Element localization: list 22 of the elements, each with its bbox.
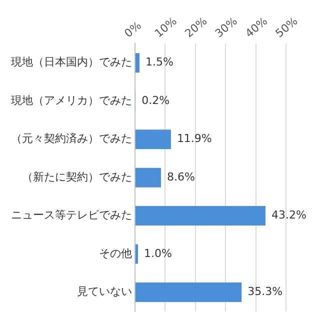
- y-tick-label: （新たに契約）でみた: [22, 170, 132, 184]
- data-label: 0.2%: [142, 94, 170, 107]
- data-label: 35.3%: [248, 285, 283, 298]
- data-label: 43.2%: [271, 208, 306, 222]
- y-tick-label: その他: [99, 246, 132, 260]
- x-tick-label: 40%: [242, 14, 270, 40]
- y-tick-label: 現地（アメリカ）でみた: [11, 94, 132, 107]
- x-tick-label: 0%: [122, 19, 144, 40]
- bar: [136, 168, 161, 188]
- bar: [136, 53, 140, 73]
- y-tick-label: 現地（日本国内）でみた: [11, 56, 132, 69]
- bar: [136, 282, 242, 302]
- bar: [136, 244, 138, 264]
- bar: [136, 130, 171, 150]
- y-tick-label: ニュース等テレビでみた: [11, 208, 132, 222]
- data-label: 1.5%: [146, 56, 174, 69]
- y-tick-label: 見ていない: [77, 285, 132, 298]
- data-label: 11.9%: [176, 132, 212, 146]
- y-tick-label: （元々契約済み）でみた: [11, 132, 132, 146]
- bar: [136, 206, 266, 226]
- data-label: 1.0%: [144, 246, 172, 260]
- data-label: 8.6%: [166, 170, 195, 184]
